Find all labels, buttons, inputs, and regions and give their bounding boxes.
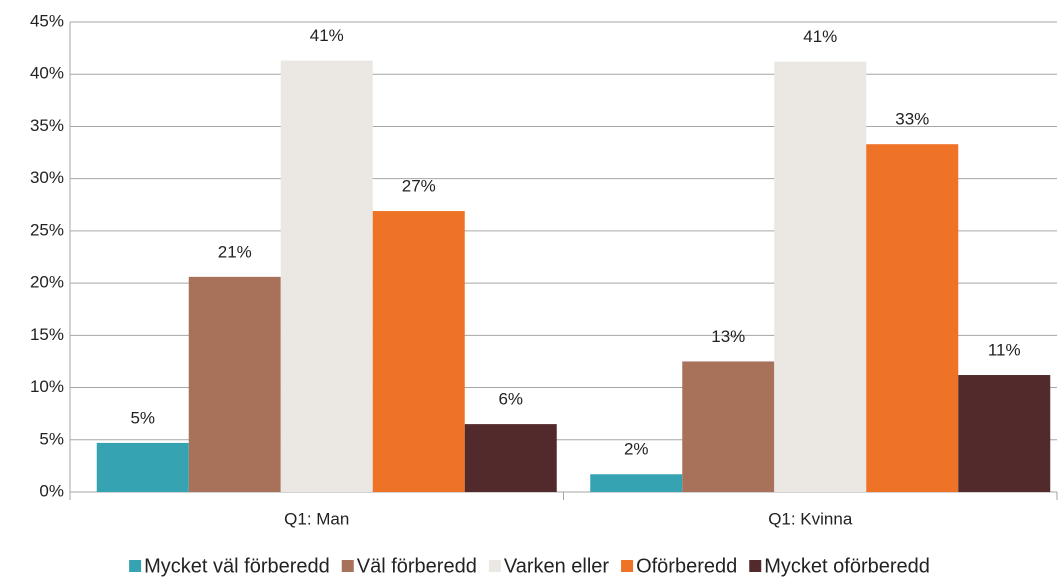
bar <box>866 144 959 492</box>
value-label: 6% <box>498 390 523 409</box>
legend-label: Varken eller <box>504 555 610 577</box>
legend-label: Väl förberedd <box>357 555 477 577</box>
value-label: 33% <box>895 110 929 129</box>
legend-swatch <box>129 560 142 572</box>
legend: Mycket väl förberedd Väl förberedd Varken … <box>129 555 930 577</box>
legend-swatch <box>621 560 634 572</box>
y-tick-label: 20% <box>30 273 64 292</box>
value-label: 11% <box>988 341 1021 360</box>
y-tick-label: 35% <box>30 116 64 135</box>
y-tick-label: 5% <box>39 429 64 448</box>
value-label: 2% <box>624 440 649 459</box>
value-label: 21% <box>218 242 252 261</box>
value-label: 27% <box>402 177 436 196</box>
bar <box>464 424 557 492</box>
value-label: 41% <box>310 26 344 45</box>
bar <box>774 61 867 492</box>
bar <box>96 442 189 492</box>
legend-label: Mycket väl förberedd <box>144 555 330 577</box>
bar <box>590 474 683 492</box>
bar <box>280 60 373 493</box>
value-label: 13% <box>711 327 745 346</box>
legend-swatch <box>749 560 762 572</box>
bar <box>372 211 465 493</box>
legend-swatch <box>341 560 354 572</box>
y-tick-label: 10% <box>30 377 64 396</box>
y-tick-label: 25% <box>30 220 64 239</box>
bar <box>682 361 775 492</box>
legend-label: Mycket oförberedd <box>764 555 930 577</box>
y-tick-label: 0% <box>39 481 64 500</box>
legend-label: Oförberedd <box>636 555 737 577</box>
y-tick-label: 15% <box>30 325 64 344</box>
y-tick-label: 30% <box>30 168 64 187</box>
y-tick-label: 40% <box>30 64 64 83</box>
y-tick-label: 45% <box>30 11 64 30</box>
bar <box>188 276 281 492</box>
bar <box>958 375 1051 492</box>
value-label: 41% <box>803 27 837 46</box>
legend-swatch <box>488 560 501 572</box>
x-tick-label: Q1: Kvinna <box>768 509 853 528</box>
value-label: 5% <box>130 408 155 427</box>
x-tick-label: Q1: Man <box>284 509 349 528</box>
